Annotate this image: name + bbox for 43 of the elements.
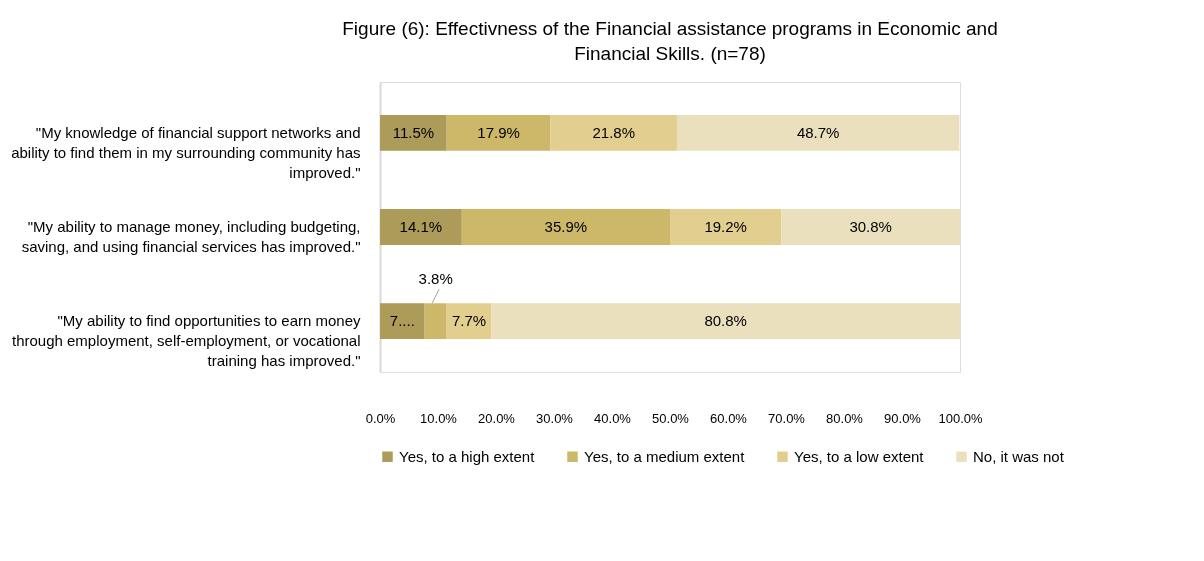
x-tick-label: 80.0% xyxy=(826,410,864,426)
data-label: 7.7% xyxy=(451,312,487,330)
bar xyxy=(380,114,447,151)
x-tick-label: 90.0% xyxy=(884,410,922,426)
bar xyxy=(446,114,551,151)
data-label: 11.5% xyxy=(392,123,435,141)
data-label: 80.8% xyxy=(704,312,747,330)
bar xyxy=(424,303,447,340)
bar xyxy=(550,114,677,151)
x-tick-label: 30.0% xyxy=(536,410,574,426)
x-tick-label: 0.0% xyxy=(365,410,396,426)
x-tick-label: 100.0% xyxy=(938,410,983,426)
bar xyxy=(380,209,462,245)
bar xyxy=(781,209,960,245)
x-tick-label: 60.0% xyxy=(710,410,748,426)
data-label: 7.... xyxy=(389,312,415,330)
x-tick-label: 20.0% xyxy=(478,410,516,426)
x-tick-label: 70.0% xyxy=(768,410,806,426)
y-tick-label: "My ability to find opportunities to earn money through employment, self-employment, or vocational training has improved." xyxy=(11,312,361,370)
data-label: 3.8% xyxy=(418,270,453,288)
bar xyxy=(491,303,960,340)
bar xyxy=(670,209,782,245)
y-tick-label: "My ability to manage money, including budgeting, saving, and using financial services has improved." xyxy=(21,218,361,255)
bar xyxy=(461,209,670,245)
bar xyxy=(676,114,960,151)
data-label: 17.9% xyxy=(477,123,520,141)
bar xyxy=(380,303,425,340)
legend-label: Yes, to a high extent xyxy=(399,447,536,465)
legend-label: Yes, to a low extent xyxy=(794,447,925,465)
x-tick-label: 40.0% xyxy=(594,410,632,426)
data-label: 48.7% xyxy=(796,123,840,141)
data-label: 30.8% xyxy=(849,218,892,235)
data-label: 21.8% xyxy=(592,123,636,141)
legend-label: No, it was not xyxy=(973,447,1065,465)
x-tick-label: 50.0% xyxy=(652,410,690,426)
bar xyxy=(446,303,492,340)
data-label: 14.1% xyxy=(399,218,443,235)
y-tick-label: "My knowledge of financial support networks and ability to find them in my surrounding community has improved." xyxy=(11,123,361,181)
data-label: 35.9% xyxy=(544,218,588,235)
data-label: 19.2% xyxy=(704,218,747,235)
legend-label: Yes, to a medium extent xyxy=(584,447,746,465)
chart-title: Figure (6): Effectivness of the Financial assistance programs in Economic and Financial Skills. (n=78) xyxy=(342,18,998,64)
x-tick-label: 10.0% xyxy=(420,410,458,426)
